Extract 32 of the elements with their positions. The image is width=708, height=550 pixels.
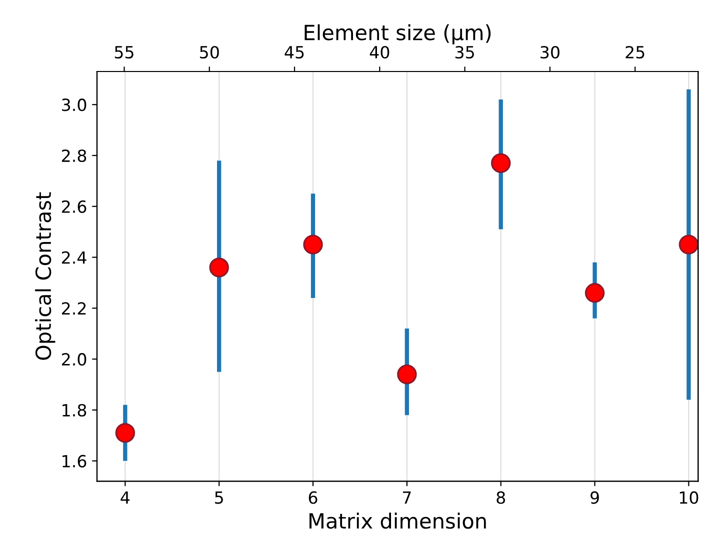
x2-axis-title: Element size (µm) <box>304 24 491 44</box>
x2-tick-label: 55 <box>114 46 134 59</box>
x-tick-label: 6 <box>308 491 318 504</box>
x2-tick-label: 40 <box>370 46 390 59</box>
x2-tick-label: 25 <box>626 46 644 59</box>
x-axis-title: Matrix dimension <box>310 512 486 529</box>
x2-tick-label: 30 <box>540 46 560 59</box>
y-tick-label: 1.6 <box>62 454 86 468</box>
point <box>209 258 229 278</box>
x2-tick-label: 35 <box>455 46 474 59</box>
x-tick-label: 9 <box>590 491 599 504</box>
y-tick-label: 2.0 <box>62 353 86 366</box>
point <box>303 234 323 254</box>
y-tick-label: 1.8 <box>62 404 86 417</box>
point <box>115 423 136 443</box>
y-tick-label: 3.0 <box>62 98 86 112</box>
point <box>490 153 511 173</box>
y-tick-label: 2.8 <box>62 149 86 162</box>
x-tick-label: 5 <box>215 491 223 504</box>
x2-tick-label: 45 <box>284 46 304 59</box>
y-axis-title: Optical Contrast <box>35 192 56 360</box>
x-tick-label: 4 <box>120 491 130 504</box>
x-tick-label: 10 <box>680 491 698 504</box>
x2-tick-label: 50 <box>200 46 219 59</box>
x-tick-label: 7 <box>403 491 411 504</box>
point <box>678 234 698 254</box>
y-tick-label: 2.6 <box>62 200 86 213</box>
point <box>397 364 417 384</box>
y-tick-label: 2.2 <box>62 302 86 315</box>
y-tick-label: 2.4 <box>62 251 86 264</box>
point <box>584 283 605 303</box>
x-tick-label: 8 <box>496 491 506 504</box>
